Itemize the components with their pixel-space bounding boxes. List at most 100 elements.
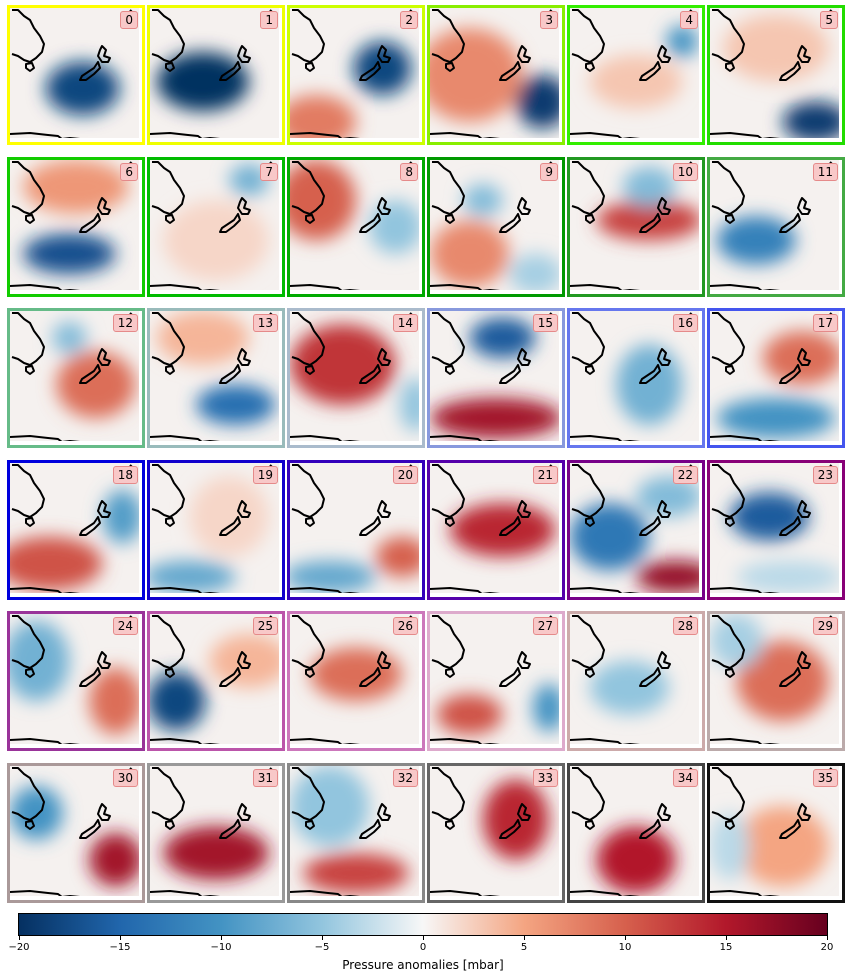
- tasmania-coast: [305, 365, 315, 375]
- tasmania-coast: [725, 62, 735, 72]
- australia-coast: [431, 9, 465, 63]
- nz-north-coast: [97, 45, 111, 63]
- right-margin: [139, 463, 142, 597]
- anomaly-field: [710, 160, 842, 294]
- australia-coast: [431, 161, 465, 215]
- panel-index-badge: 1: [260, 11, 278, 29]
- anomaly-field: [710, 311, 842, 445]
- anomaly-blob-0: [596, 826, 676, 894]
- anomaly-blob-2: [636, 476, 702, 517]
- colorbar-tick-label: −20: [8, 942, 30, 953]
- right-margin: [419, 463, 422, 597]
- panel-index-badge: 20: [392, 466, 418, 484]
- map-panel-7: 7: [147, 157, 285, 297]
- nz-south-coast: [359, 667, 381, 687]
- panel-index-badge: 11: [812, 163, 838, 181]
- nz-south-coast: [779, 516, 801, 536]
- nz-north-coast: [97, 803, 111, 821]
- map-panel-13: 13: [147, 308, 285, 448]
- right-margin: [839, 463, 842, 597]
- nz-north-coast: [517, 197, 531, 215]
- anomaly-blob-0: [353, 41, 412, 96]
- right-margin: [419, 766, 422, 900]
- nz-north-coast: [237, 803, 251, 821]
- map-panel-22: 22: [567, 460, 705, 600]
- anomaly-blob-0: [716, 216, 796, 265]
- nz-north-coast: [377, 500, 391, 518]
- australia-coast: [11, 615, 45, 669]
- bottom-margin: [150, 593, 282, 597]
- nz-south-coast: [639, 516, 661, 536]
- right-margin: [559, 766, 562, 900]
- bottom-margin: [430, 290, 562, 294]
- tasmania-coast: [305, 214, 315, 224]
- map-panel-25: 25: [147, 611, 285, 751]
- panel-index-badge: 3: [540, 11, 558, 29]
- bottom-margin: [150, 744, 282, 748]
- nz-north-coast: [377, 45, 391, 63]
- nz-north-coast: [797, 197, 811, 215]
- anomaly-blob-1: [723, 14, 829, 82]
- anomaly-field: [570, 614, 702, 748]
- map-panel-23: 23: [707, 460, 845, 600]
- australia-coast: [711, 464, 745, 518]
- colorbar-tick: [221, 936, 222, 940]
- nz-south-coast: [359, 61, 381, 81]
- right-margin: [139, 766, 142, 900]
- colorbar-tick: [322, 936, 323, 940]
- panel-index-badge: 2: [400, 11, 418, 29]
- anomaly-blob-0: [729, 492, 809, 541]
- anomaly-blob-0: [375, 536, 422, 577]
- bottom-margin: [10, 138, 142, 142]
- anomaly-blob-1: [570, 503, 650, 571]
- anomaly-blob-0: [150, 560, 236, 593]
- right-margin: [139, 311, 142, 445]
- panel-index-badge: 31: [252, 769, 278, 787]
- tasmania-coast: [305, 820, 315, 830]
- anomaly-field: [150, 160, 282, 294]
- panel-index-badge: 6: [120, 163, 138, 181]
- anomaly-field: [10, 8, 142, 142]
- panel-index-badge: 33: [532, 769, 558, 787]
- right-margin: [699, 463, 702, 597]
- nz-south-coast: [639, 819, 661, 839]
- tasmania-coast: [305, 62, 315, 72]
- colorbar-tick: [524, 936, 525, 940]
- anomaly-blob-0: [469, 317, 536, 358]
- tasmania-coast: [725, 517, 735, 527]
- nz-north-coast: [657, 197, 671, 215]
- australia-coast: [571, 161, 605, 215]
- anomaly-field: [710, 463, 842, 597]
- nz-north-coast: [237, 348, 251, 366]
- right-margin: [699, 8, 702, 142]
- bottom-margin: [710, 138, 842, 142]
- nz-north-coast: [657, 500, 671, 518]
- anomaly-field: [150, 614, 282, 748]
- tasmania-coast: [725, 820, 735, 830]
- colorbar-tick: [625, 936, 626, 940]
- right-margin: [139, 614, 142, 748]
- australia-coast: [711, 615, 745, 669]
- anomaly-field: [10, 463, 142, 597]
- nz-north-coast: [237, 651, 251, 669]
- panel-index-badge: 5: [820, 11, 838, 29]
- bottom-margin: [10, 441, 142, 445]
- anomaly-blob-0: [515, 75, 562, 129]
- anomaly-blob-1: [209, 634, 282, 688]
- bottom-margin: [710, 593, 842, 597]
- nz-north-coast: [517, 651, 531, 669]
- colorbar: [18, 913, 828, 936]
- australia-coast: [431, 312, 465, 366]
- australia-coast: [571, 767, 605, 821]
- map-panel-9: 9: [427, 157, 565, 297]
- tasmania-coast: [725, 365, 735, 375]
- australia-coast: [151, 615, 185, 669]
- anomaly-blob-0: [56, 351, 136, 419]
- australia-coast: [291, 464, 325, 518]
- bottom-margin: [150, 441, 282, 445]
- map-panel-18: 18: [7, 460, 145, 600]
- australia-coast: [291, 312, 325, 366]
- anomaly-blob-0: [89, 833, 142, 887]
- right-margin: [839, 614, 842, 748]
- nz-south-coast: [79, 819, 101, 839]
